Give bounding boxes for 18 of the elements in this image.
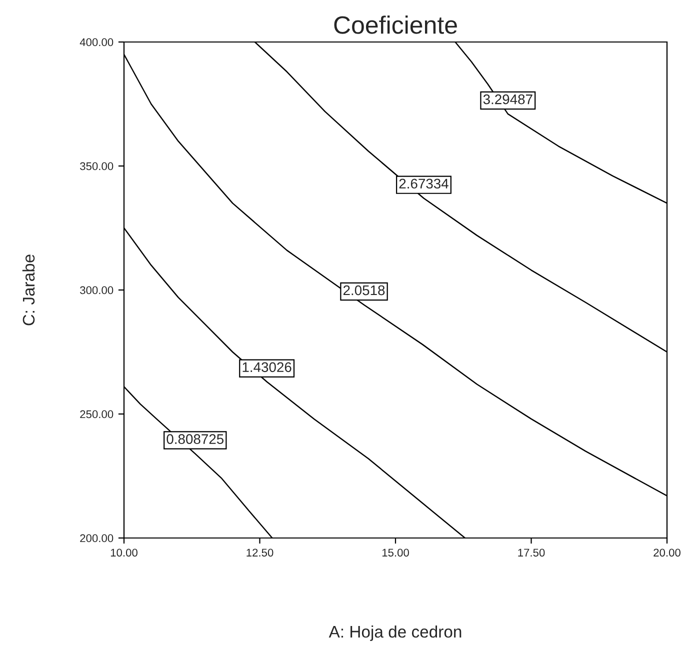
y-tick-label: 400.00 [80,38,114,46]
y-tick-label: 200.00 [80,534,114,542]
series-label: 2.0518 [343,285,385,296]
x-axis-title: A: Hoja de cedron [328,625,462,641]
y-tick-label: 350.00 [80,162,114,170]
x-tick-label: 12.50 [246,548,274,557]
x-tick-label: 10.00 [110,548,138,557]
x-tick-label: 15.00 [382,548,409,557]
y-tick-label: 250.00 [80,410,114,418]
y-axis-title: C: Jarabe [22,254,35,326]
x-tick-label: 17.50 [518,548,545,557]
series-label: 0.808725 [166,434,224,444]
series-label: 1.43026 [242,362,292,372]
chart-title: Coeficiente [334,16,457,34]
series-label: 2.67334 [399,178,448,189]
y-tick-label: 300.00 [80,286,114,294]
series-label: 3.29487 [483,94,532,104]
x-tick-label: 20.00 [654,548,680,557]
